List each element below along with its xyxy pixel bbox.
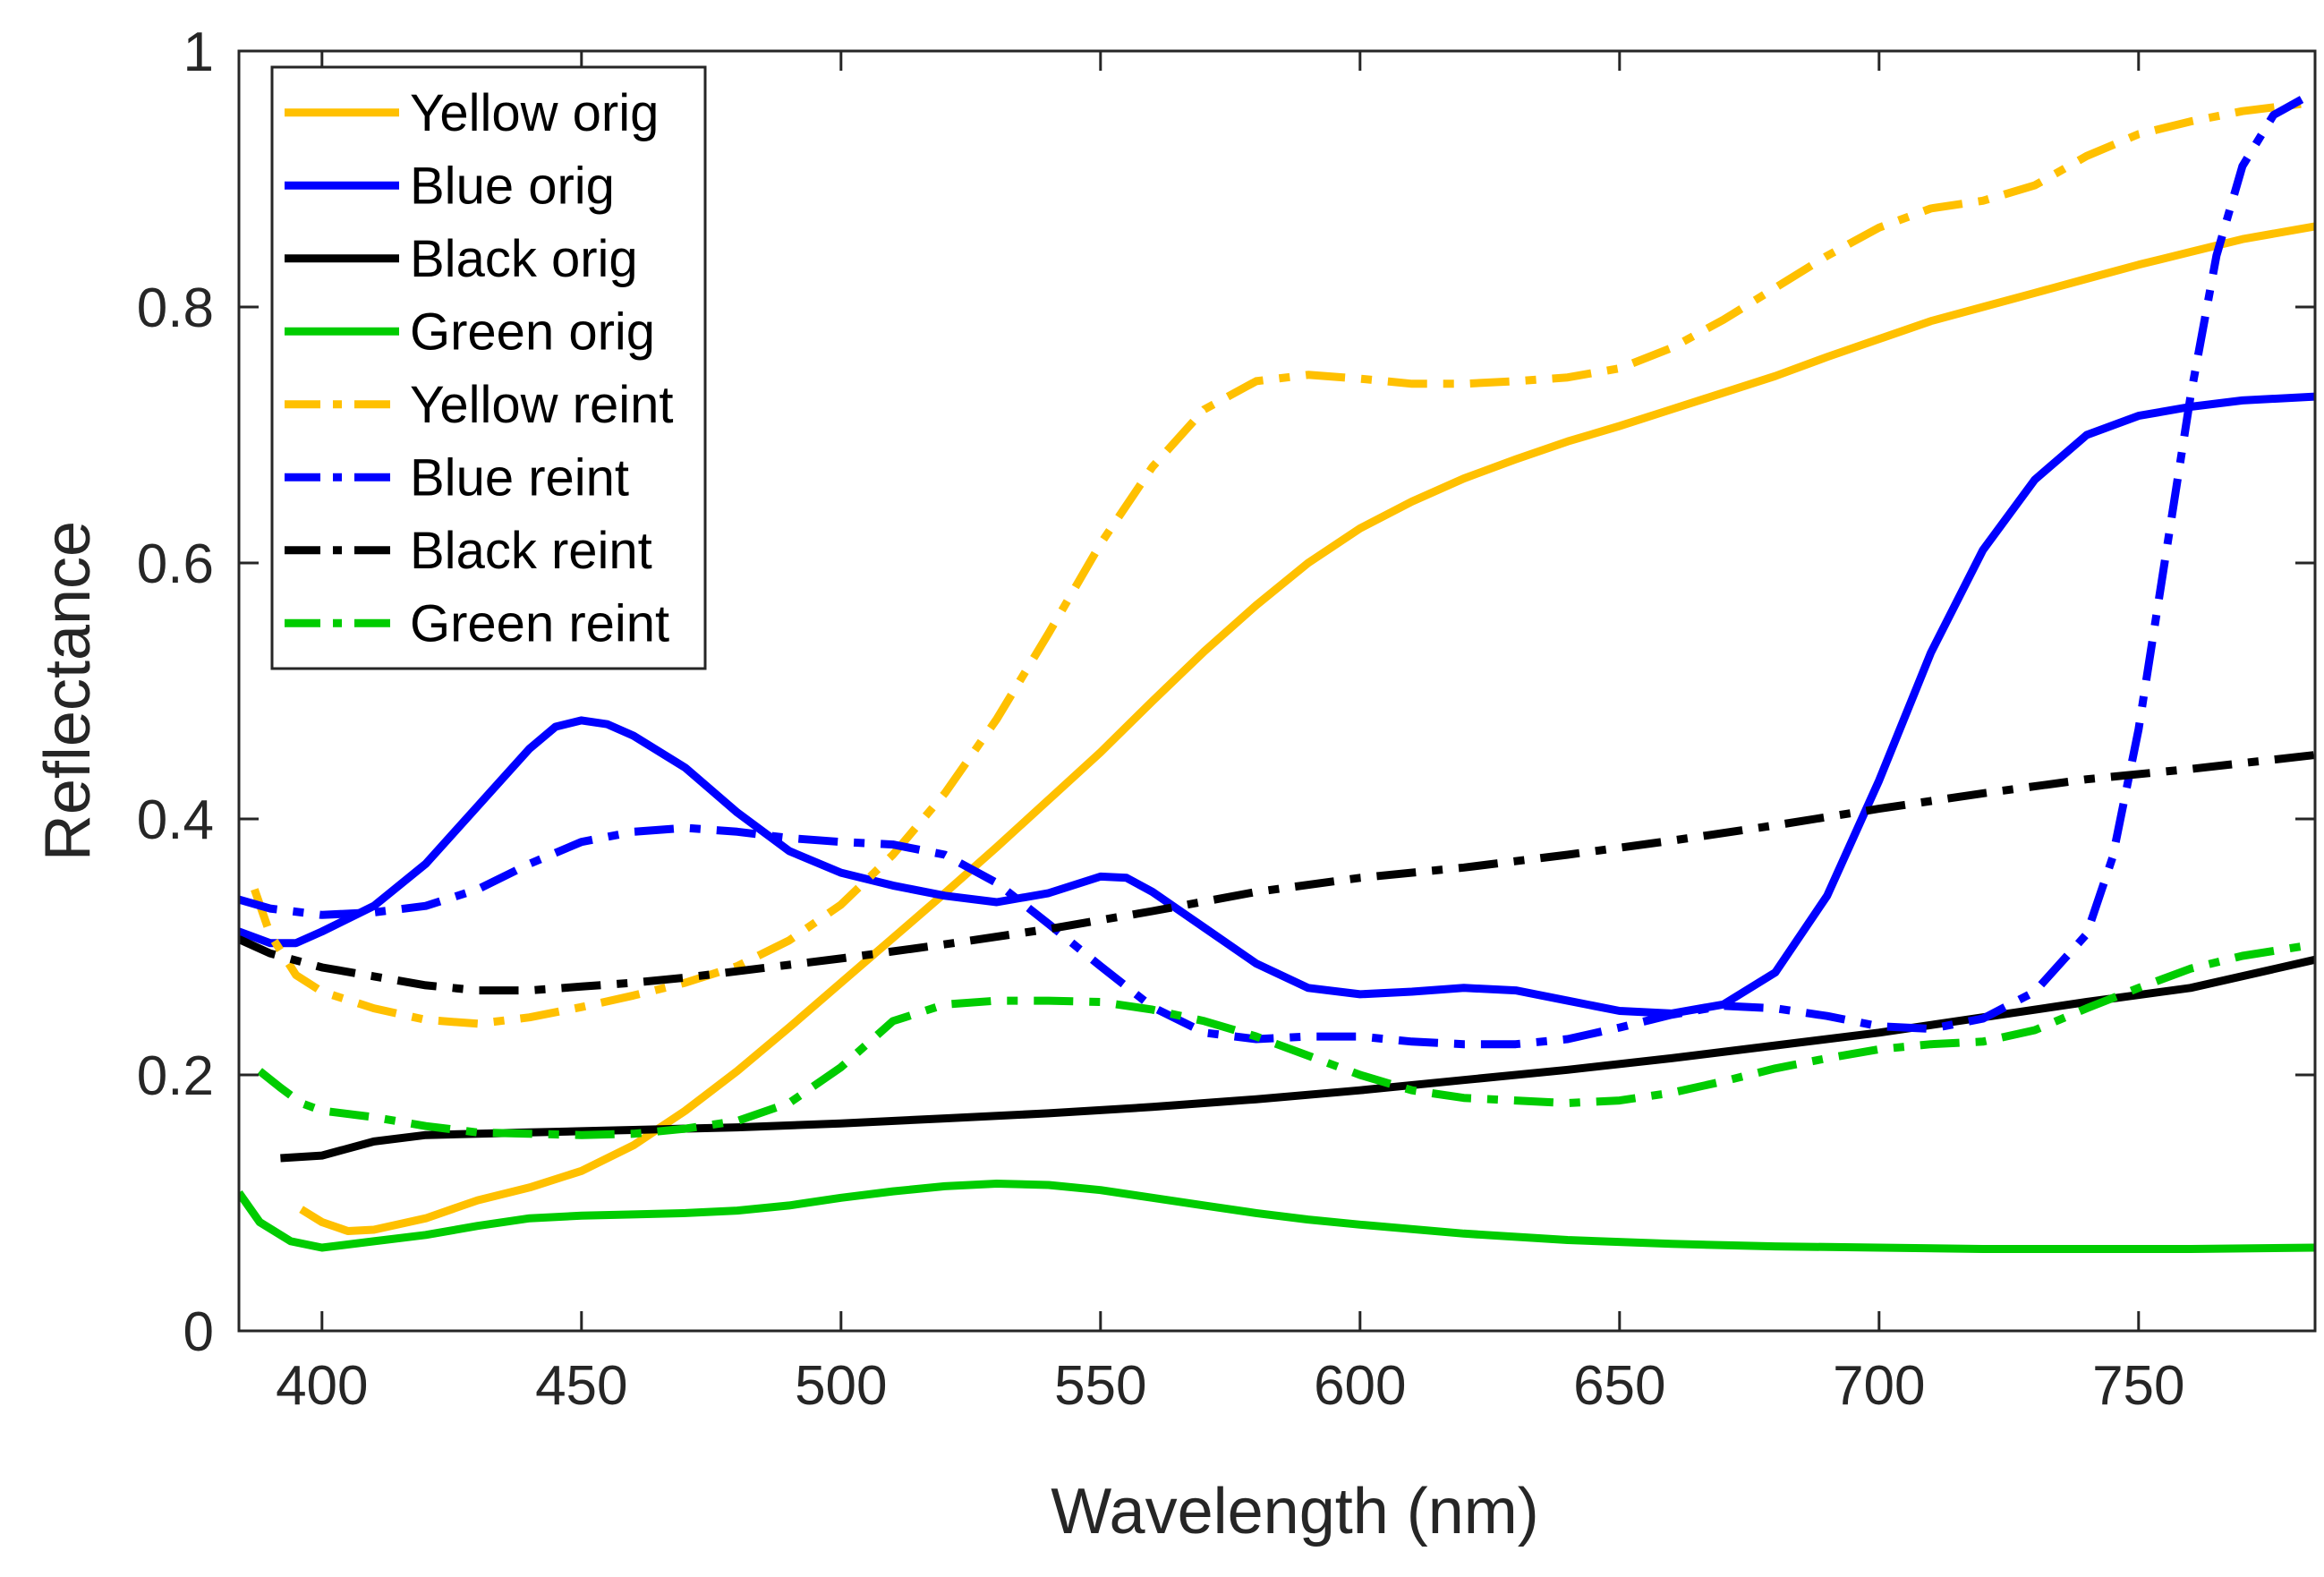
legend-label-yellow-orig: Yellow orig bbox=[410, 84, 659, 142]
x-tick-label: 400 bbox=[276, 1355, 368, 1417]
legend-label-black-orig: Black orig bbox=[410, 230, 638, 288]
y-tick-label: 1 bbox=[183, 21, 214, 83]
y-tick-label: 0.6 bbox=[137, 533, 214, 595]
x-tick-label: 550 bbox=[1054, 1355, 1146, 1417]
legend-label-green-orig: Green orig bbox=[410, 303, 655, 361]
legend: Yellow orig Blue orig Black orig Green orig… bbox=[270, 65, 707, 670]
y-tick-label: 0.8 bbox=[137, 277, 214, 339]
legend-label-blue-reint: Blue reint bbox=[410, 448, 629, 507]
y-axis-label: Reflectance bbox=[32, 521, 104, 861]
x-tick-label: 650 bbox=[1573, 1355, 1665, 1417]
legend-label-blue-orig: Blue orig bbox=[410, 157, 615, 215]
legend-label-black-reint: Black reint bbox=[410, 522, 652, 580]
series-line-green-reint bbox=[257, 940, 2315, 1139]
y-tick-label: 0.2 bbox=[137, 1045, 214, 1107]
series-line-black-reint bbox=[239, 751, 2315, 995]
x-tick-label: 750 bbox=[2092, 1355, 2184, 1417]
plot-frame bbox=[237, 49, 2317, 1333]
x-tick-label: 450 bbox=[535, 1355, 627, 1417]
y-tick-label: 0.4 bbox=[137, 789, 214, 851]
y-tick-label: 0 bbox=[183, 1301, 214, 1363]
legend-label-green-reint: Green reint bbox=[410, 594, 669, 652]
legend-label-yellow-reint: Yellow reint bbox=[410, 376, 673, 434]
series-line-green-orig bbox=[239, 1180, 2315, 1253]
series-layer bbox=[239, 88, 2315, 1253]
series-line-yellow-orig bbox=[299, 222, 2315, 1235]
series-line-blue-orig bbox=[239, 392, 2315, 1018]
axes-layer: 400 450 500 550 600 650 700 750 0 0.2 0.4 0.6 0.8 1 Wa… bbox=[32, 21, 2317, 1547]
series-line-yellow-reint bbox=[251, 98, 2315, 1028]
x-tick-label: 500 bbox=[795, 1355, 887, 1417]
legend-box bbox=[270, 65, 707, 670]
x-tick-label: 600 bbox=[1314, 1355, 1406, 1417]
x-axis-label: Wavelength (nm) bbox=[1051, 1476, 1539, 1547]
x-tick-label: 700 bbox=[1833, 1355, 1925, 1417]
